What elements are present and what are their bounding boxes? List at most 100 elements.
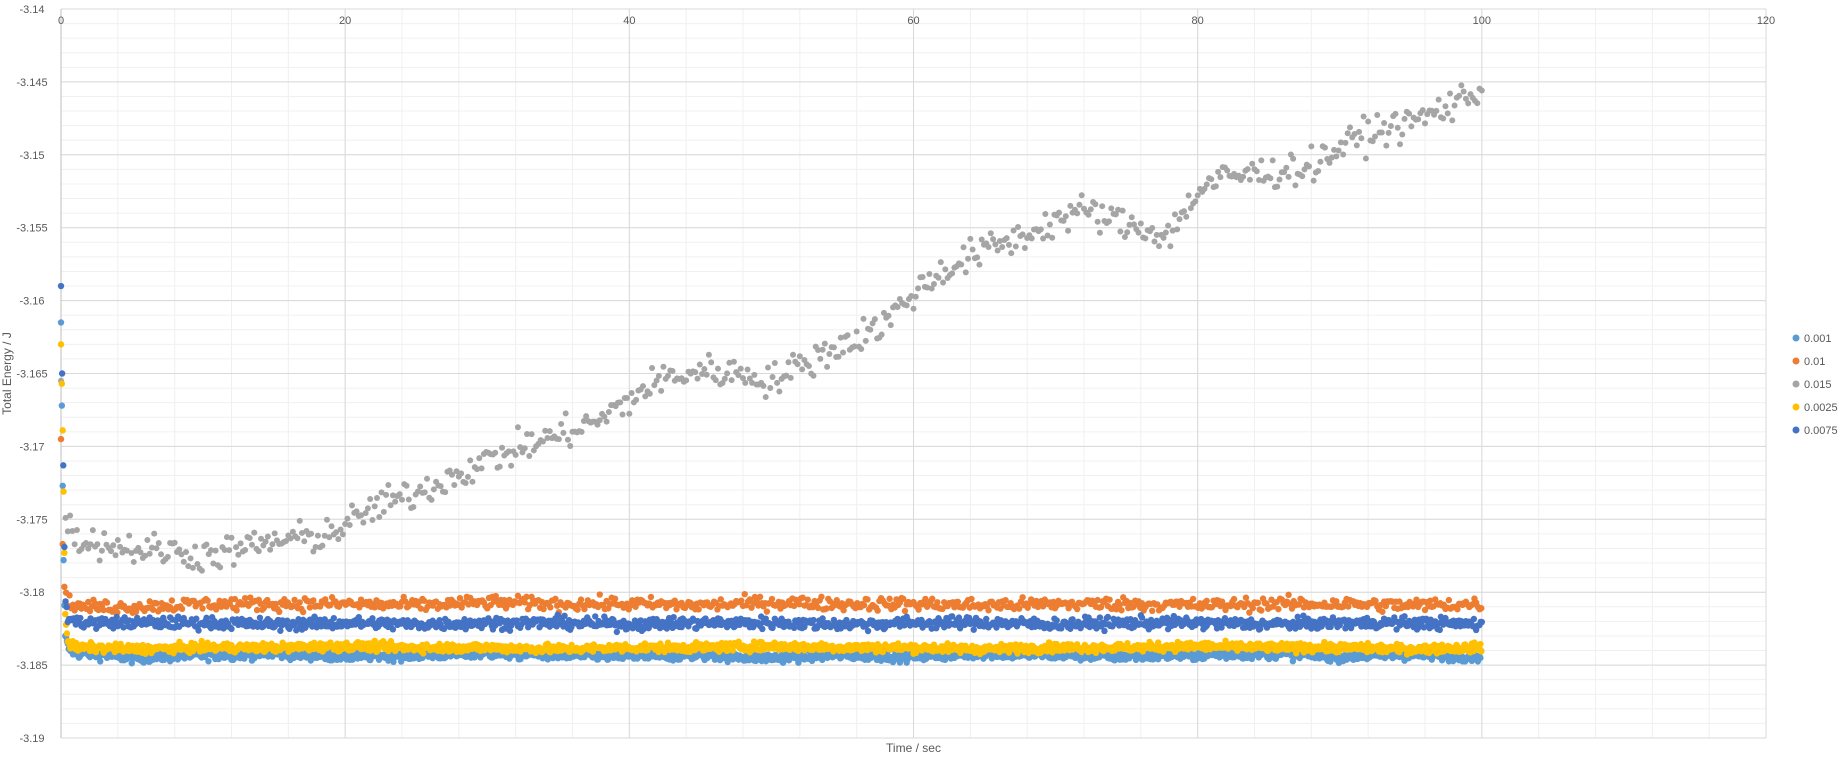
data-point <box>376 514 383 521</box>
data-point <box>59 427 66 434</box>
data-point <box>291 596 298 604</box>
data-point <box>705 351 712 358</box>
data-point <box>153 600 160 607</box>
data-point <box>853 328 860 335</box>
data-point <box>871 316 878 323</box>
data-point <box>242 547 249 554</box>
data-point <box>1015 224 1022 230</box>
data-point <box>769 374 776 381</box>
data-point <box>1447 90 1454 97</box>
data-point <box>306 604 314 611</box>
data-point <box>96 557 103 564</box>
data-point <box>296 599 303 606</box>
data-point <box>935 274 942 281</box>
data-point <box>937 259 944 266</box>
data-point <box>885 312 892 319</box>
data-point <box>344 515 351 522</box>
data-point <box>577 596 585 603</box>
data-point <box>310 597 317 604</box>
data-point <box>596 591 603 598</box>
data-point <box>903 302 910 309</box>
data-point <box>1275 605 1282 613</box>
data-point <box>552 595 559 603</box>
data-point <box>1422 120 1428 127</box>
y-tick-label: -3.155 <box>16 223 47 235</box>
data-point <box>976 261 983 268</box>
data-point <box>683 377 690 384</box>
data-point <box>1267 175 1274 182</box>
data-point <box>987 230 994 237</box>
data-point <box>810 372 817 379</box>
data-point <box>1003 235 1010 242</box>
data-point <box>296 517 303 524</box>
data-point <box>1137 220 1144 227</box>
data-point <box>272 600 280 608</box>
data-point <box>1408 123 1415 130</box>
data-point <box>1290 155 1297 162</box>
data-point <box>771 360 778 367</box>
data-point <box>1012 243 1019 250</box>
data-point <box>940 279 947 286</box>
data-point <box>97 658 104 665</box>
data-point <box>158 551 165 558</box>
y-tick-label: -3.175 <box>16 514 47 526</box>
data-point <box>410 503 417 510</box>
data-point <box>1478 648 1485 655</box>
data-point <box>649 364 656 371</box>
data-point <box>901 607 909 615</box>
data-point <box>299 608 307 616</box>
data-point <box>696 361 703 368</box>
data-point <box>1396 141 1403 148</box>
data-point <box>1149 225 1156 232</box>
data-point <box>547 604 554 611</box>
data-point <box>1478 605 1485 612</box>
data-point <box>146 550 153 557</box>
data-point <box>149 606 157 613</box>
data-point <box>476 455 483 462</box>
data-point <box>1383 142 1390 149</box>
x-tick-label: 20 <box>339 15 351 27</box>
data-point <box>647 593 655 601</box>
data-point <box>437 483 444 490</box>
data-point <box>1392 110 1399 117</box>
data-point <box>985 607 992 614</box>
data-point <box>1374 111 1381 118</box>
data-point <box>1444 110 1451 117</box>
data-point <box>968 595 975 603</box>
data-point <box>63 603 70 611</box>
data-point <box>1171 211 1178 218</box>
data-point <box>817 355 824 362</box>
data-point <box>1203 597 1210 605</box>
data-point <box>611 595 619 602</box>
data-point <box>546 428 553 435</box>
series-0.01 <box>57 435 1485 616</box>
data-point <box>1094 218 1101 225</box>
data-point <box>1087 206 1094 213</box>
data-point <box>1019 594 1026 601</box>
data-point <box>1321 144 1328 151</box>
data-point <box>1192 198 1199 205</box>
data-point <box>130 558 137 565</box>
data-point <box>501 596 508 604</box>
data-point <box>1215 168 1222 175</box>
data-point <box>960 244 967 251</box>
data-point <box>1240 173 1247 180</box>
data-point <box>1378 129 1385 136</box>
data-point <box>61 543 68 551</box>
data-point <box>1212 183 1219 190</box>
data-point <box>257 600 264 607</box>
data-point <box>1477 654 1484 662</box>
data-point <box>985 244 992 251</box>
data-point <box>73 527 80 534</box>
data-point <box>417 605 424 612</box>
data-point <box>785 359 792 366</box>
data-point <box>1317 158 1324 165</box>
data-point <box>294 535 301 542</box>
data-point <box>230 561 237 568</box>
data-point <box>183 548 190 555</box>
data-point <box>392 498 399 505</box>
data-point <box>860 601 868 609</box>
data-point <box>567 443 574 450</box>
data-point <box>85 598 92 606</box>
data-point <box>1183 213 1190 220</box>
